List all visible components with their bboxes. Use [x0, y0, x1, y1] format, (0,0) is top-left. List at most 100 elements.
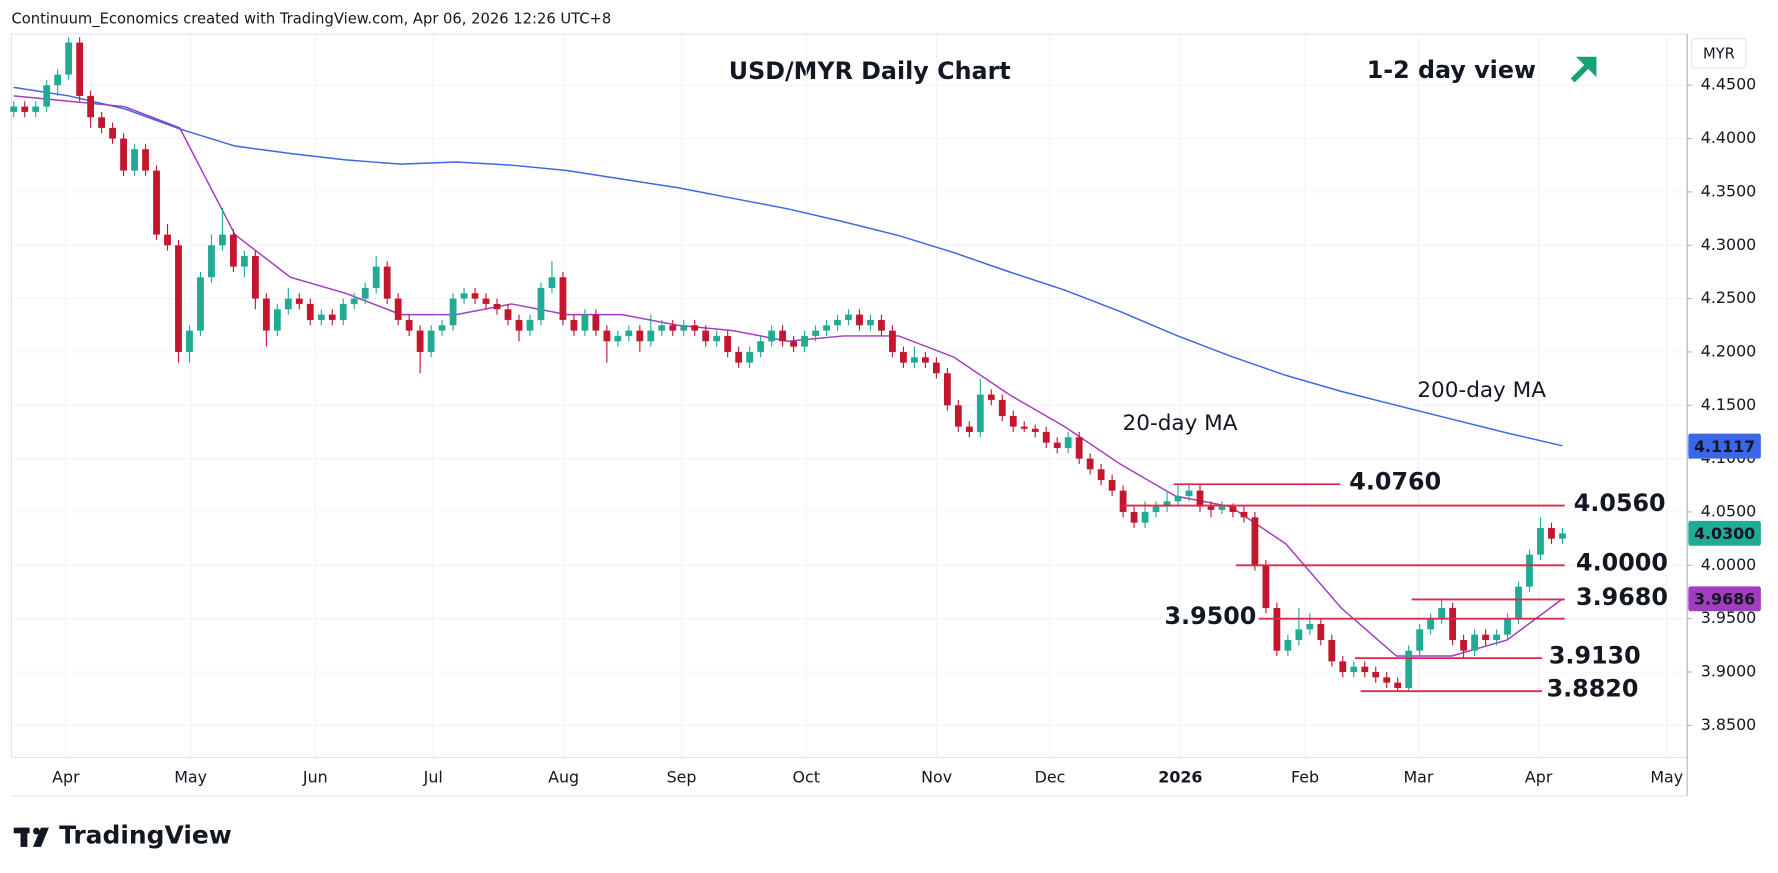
- ma-line: [13, 86, 1563, 447]
- price-tag: [1688, 433, 1761, 459]
- candle-body: [76, 42, 84, 96]
- candle-body: [460, 293, 468, 299]
- candle-body: [954, 405, 962, 427]
- candle-body: [405, 319, 413, 331]
- x-tick-label: Sep: [667, 767, 697, 786]
- candle-body: [98, 117, 106, 128]
- candle-body: [65, 42, 73, 75]
- candle-body: [262, 298, 270, 331]
- candle-body: [1196, 490, 1204, 507]
- candle-body: [1185, 490, 1193, 496]
- candle-body: [438, 325, 446, 331]
- y-tick-label: 4.2500: [1701, 288, 1757, 307]
- candle-body: [570, 319, 578, 331]
- candle-body: [1251, 517, 1259, 566]
- candle-body: [10, 106, 18, 112]
- candle-body: [153, 170, 160, 235]
- candle-body: [1174, 495, 1182, 502]
- candle-body: [746, 351, 754, 363]
- candle-body: [603, 330, 611, 342]
- candle-body: [1471, 634, 1478, 651]
- candle-body: [932, 362, 940, 374]
- x-tick-label: May: [1650, 767, 1683, 786]
- price-tag-label: 4.0300: [1694, 524, 1755, 543]
- candle-body: [735, 351, 743, 363]
- candle-body: [757, 341, 765, 352]
- candle-body: [482, 298, 490, 304]
- candle-body: [1031, 428, 1039, 432]
- header: Continuum_Economics created with Trading…: [11, 10, 611, 27]
- candle-body: [647, 330, 655, 342]
- candle-body: [1416, 629, 1424, 651]
- price-tag: [1688, 586, 1761, 612]
- candle-body: [559, 277, 567, 320]
- candle-body: [273, 309, 281, 331]
- candle-body: [779, 330, 787, 342]
- level-label: 4.0760: [1349, 468, 1441, 496]
- candle-body: [834, 319, 841, 326]
- up-arrow: [1570, 56, 1597, 83]
- candle-body: [1328, 639, 1336, 662]
- price-tag-label: 3.9686: [1694, 589, 1755, 608]
- candle-body: [427, 330, 435, 352]
- x-tick-label: Apr: [1525, 767, 1553, 786]
- candle-body: [350, 298, 358, 304]
- candle-body: [493, 303, 501, 310]
- x-tick-label: 2026: [1158, 767, 1202, 786]
- x-tick-label: Nov: [921, 767, 952, 786]
- candle-body: [1207, 506, 1215, 510]
- candle-body: [801, 335, 808, 347]
- candle-body: [1053, 442, 1061, 448]
- y-tick-label: 4.3500: [1701, 181, 1757, 200]
- y-tick-label: 4.0000: [1701, 555, 1757, 574]
- candle-body: [394, 298, 402, 320]
- x-tick-label: Jul: [423, 767, 443, 786]
- candle-body: [175, 245, 182, 352]
- candle-body: [889, 330, 896, 352]
- candle-body: [449, 298, 457, 326]
- candle-body: [361, 287, 369, 299]
- currency: MYR: [1703, 45, 1735, 62]
- candle-body: [1460, 639, 1468, 651]
- candle-body: [702, 330, 710, 342]
- currency-box[interactable]: [1691, 37, 1747, 69]
- level-label: 3.8820: [1547, 675, 1639, 703]
- candle-body: [921, 357, 929, 363]
- candle-body: [1218, 506, 1226, 510]
- candle-body: [1482, 634, 1489, 640]
- level-label: 3.9680: [1576, 583, 1668, 611]
- candle-body: [284, 298, 292, 310]
- candle-body: [131, 149, 138, 171]
- candle-body: [339, 303, 347, 320]
- candle-body: [1526, 554, 1533, 587]
- candle-body: [416, 330, 424, 352]
- level-label: 3.9130: [1549, 642, 1641, 670]
- candle-body: [548, 277, 556, 288]
- candle-body: [186, 330, 193, 352]
- candle-body: [581, 314, 589, 331]
- candle-body: [1537, 527, 1544, 555]
- candle-body: [900, 351, 907, 363]
- candle-body: [1152, 506, 1160, 512]
- candle-body: [1383, 677, 1391, 683]
- y-tick-label: 4.1500: [1701, 395, 1757, 414]
- candle-body: [669, 325, 677, 331]
- candle-body: [240, 255, 248, 267]
- candle-body: [592, 314, 600, 331]
- candle-body: [1372, 672, 1380, 678]
- candle-body: [328, 314, 336, 320]
- candle-body: [1141, 511, 1149, 523]
- candle-body: [1350, 666, 1358, 673]
- x-tick-label: May: [174, 767, 207, 786]
- candle-body: [383, 266, 391, 299]
- candle-body: [251, 255, 259, 299]
- candle-body: [1361, 666, 1369, 673]
- footer-logo: TradingView: [59, 821, 232, 850]
- candle-body: [1449, 607, 1457, 640]
- candle-body: [976, 394, 984, 432]
- candle-body: [713, 335, 721, 342]
- candle-body: [1262, 565, 1270, 608]
- candle-body: [219, 234, 226, 246]
